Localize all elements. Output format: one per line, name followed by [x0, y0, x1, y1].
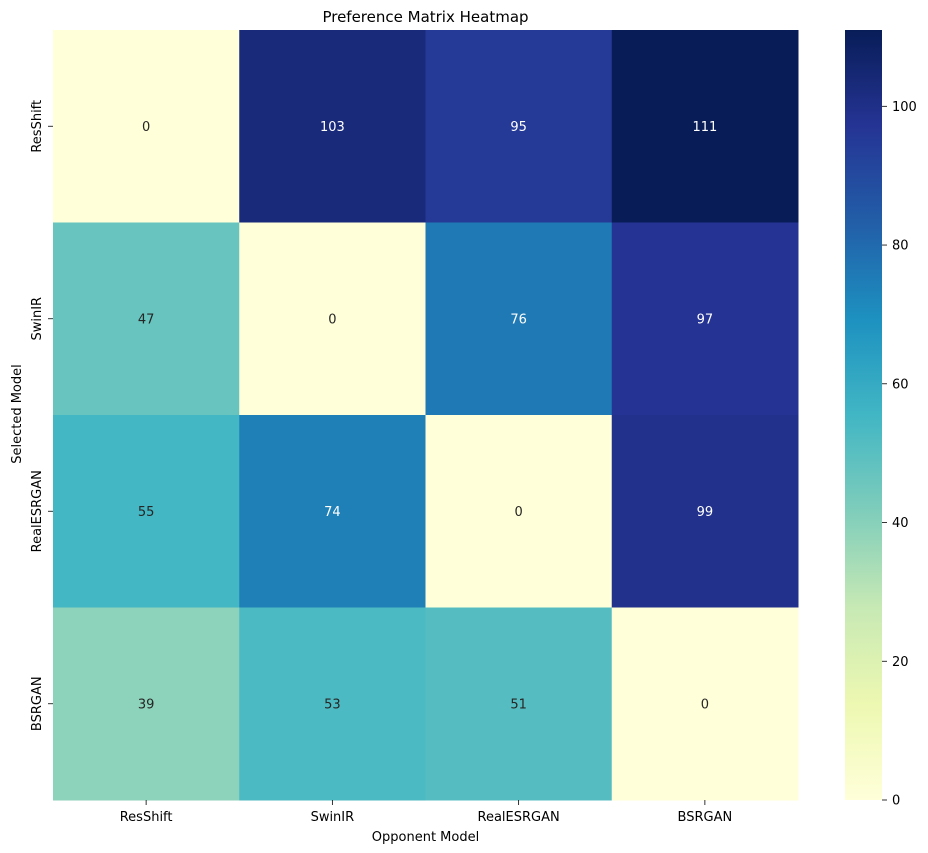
colorbar-axis: 0 20 40 60 80 100	[882, 100, 917, 809]
cell-value-label: 103	[320, 120, 345, 135]
cell-value-label: 55	[138, 505, 155, 520]
x-axis: ResShift SwinIR RealESRGAN BSRGAN	[120, 800, 732, 825]
cell-value-label: 97	[697, 312, 714, 327]
colorbar-tick-label: 60	[892, 377, 909, 392]
x-tick-label: RealESRGAN	[478, 810, 560, 825]
heatmap-cells	[53, 30, 799, 801]
heatmap-cell	[239, 415, 426, 608]
y-axis: ResShift SwinIR RealESRGAN BSRGAN	[30, 100, 53, 731]
cell-value-label: 47	[138, 312, 155, 327]
y-tick-label: BSRGAN	[30, 676, 45, 731]
cell-value-label: 74	[324, 505, 341, 520]
cell-value-label: 39	[138, 697, 155, 712]
y-tick-label: SwinIR	[30, 297, 45, 341]
x-tick-label: SwinIR	[311, 810, 355, 825]
x-tick-label: ResShift	[120, 810, 173, 825]
y-tick-label: RealESRGAN	[30, 470, 45, 552]
y-tick-label: ResShift	[30, 100, 45, 153]
heatmap-cell	[611, 415, 799, 608]
colorbar-tick-label: 100	[892, 100, 917, 115]
cell-value-label: 0	[514, 505, 522, 520]
heatmap-cell	[425, 415, 613, 608]
colorbar	[845, 30, 882, 800]
heatmap-cell	[53, 415, 240, 608]
colorbar-tick-label: 40	[892, 516, 909, 531]
y-axis-label: Selected Model	[10, 364, 25, 464]
heatmap-cell	[239, 607, 426, 801]
colorbar-tick-label: 80	[892, 239, 909, 254]
heatmap-cell	[53, 607, 240, 801]
colorbar-tick-label: 20	[892, 655, 909, 670]
cell-value-label: 95	[510, 120, 527, 135]
cell-value-label: 51	[510, 697, 527, 712]
cell-value-label: 111	[692, 120, 717, 135]
heatmap-cell	[425, 222, 613, 416]
x-axis-label: Opponent Model	[372, 830, 479, 845]
cell-value-label: 53	[324, 697, 341, 712]
cell-value-label: 0	[142, 120, 150, 135]
heatmap-cell	[53, 30, 240, 223]
cell-value-label: 0	[328, 312, 336, 327]
heatmap-cell	[611, 607, 799, 801]
heatmap-cell	[425, 30, 613, 223]
heatmap-cell-labels: 0 103 95 111 47 0 76 97 55 74 0 99 39 53 51 0	[138, 120, 717, 713]
heatmap-cell	[53, 222, 240, 416]
cell-value-label: 0	[701, 697, 709, 712]
cell-value-label: 99	[697, 505, 714, 520]
x-tick-label: BSRGAN	[678, 810, 733, 825]
chart-title: Preference Matrix Heatmap	[322, 8, 528, 26]
heatmap-cell	[239, 222, 426, 416]
colorbar-tick-label: 0	[892, 794, 900, 809]
cell-value-label: 76	[510, 312, 527, 327]
heatmap-cell	[611, 222, 799, 416]
heatmap-cell	[611, 30, 799, 223]
heatmap-cell	[425, 607, 613, 801]
heatmap-cell	[239, 30, 426, 223]
